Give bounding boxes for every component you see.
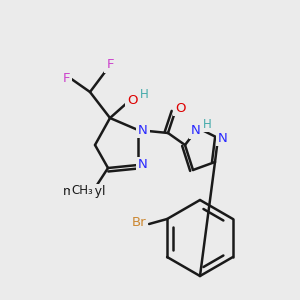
Text: H: H [202,118,211,130]
Text: F: F [62,71,70,85]
Text: Br: Br [132,215,146,229]
Text: F: F [106,58,114,71]
Text: O: O [127,94,137,106]
Text: O: O [175,101,185,115]
Text: CH₃: CH₃ [71,184,93,196]
Text: N: N [138,158,148,172]
Text: H: H [140,88,148,100]
Text: N: N [191,124,201,137]
Text: N: N [138,124,148,136]
Text: methyl: methyl [63,185,107,199]
Text: N: N [218,131,228,145]
